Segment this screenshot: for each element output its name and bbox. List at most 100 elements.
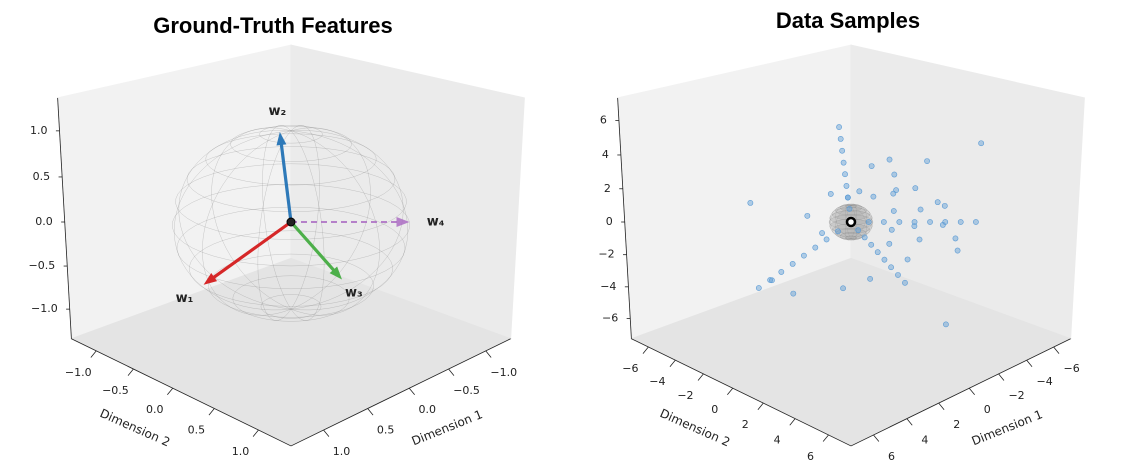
sphere-wire [189, 230, 393, 307]
sample-point [846, 205, 853, 212]
sphere-wire [232, 275, 350, 322]
sample-point [952, 235, 959, 242]
sample-point [924, 158, 930, 165]
tick-mark [127, 368, 134, 376]
sample-point [895, 272, 901, 278]
tick-label: 4 [774, 434, 781, 447]
tick-label: 0 [606, 215, 613, 228]
tick-mark [727, 387, 734, 396]
chart-title: Ground-Truth Features [153, 13, 393, 38]
sample-point [939, 222, 946, 228]
sample-point [927, 219, 933, 225]
sphere-wire [290, 130, 380, 316]
sample-point [868, 163, 875, 170]
origin [286, 217, 296, 227]
sample-point [767, 277, 774, 283]
tick-label: −2 [1008, 389, 1024, 402]
sample-point [916, 236, 923, 243]
arrow-head [276, 132, 287, 146]
sample-point [801, 252, 807, 259]
tick-mark [208, 408, 215, 416]
sample-point [886, 156, 893, 163]
sphere-wire [290, 130, 404, 310]
tick-label: 1.0 [30, 124, 48, 137]
sphere-wire [845, 235, 857, 241]
axis-label: Dimension 1 [970, 407, 1045, 448]
tick-mark [789, 418, 796, 426]
sample-point [957, 219, 964, 225]
tick-label: −4 [649, 375, 665, 388]
tick-label: −6 [622, 362, 638, 375]
sample-point [954, 247, 961, 254]
sphere-wire [850, 204, 867, 239]
sample-point [755, 285, 762, 291]
sample-point [823, 236, 830, 243]
sample-point [842, 171, 848, 178]
tick-mark [323, 429, 330, 437]
tick-label: −6 [602, 311, 618, 324]
sphere-wire [259, 125, 323, 144]
tick-label: 2 [742, 418, 749, 431]
tick-mark [822, 434, 829, 442]
sample-point [973, 219, 979, 225]
sample-point [839, 147, 846, 154]
sample-point [835, 228, 841, 235]
sample-point [874, 249, 881, 256]
axis-label: Dimension 2 [658, 406, 732, 449]
sample-point [812, 244, 819, 251]
sample-point [855, 227, 862, 234]
sphere-wire [260, 294, 322, 319]
tick-mark [669, 359, 676, 368]
sample-point [867, 275, 874, 282]
tick-mark [906, 418, 913, 426]
sphere-wire [839, 232, 863, 241]
sphere-wire [835, 204, 852, 239]
tick-label: −2 [677, 389, 693, 402]
tick-mark [873, 434, 880, 442]
sample-point [978, 140, 985, 147]
tick-mark [697, 373, 704, 381]
sample-point [769, 277, 775, 284]
sample-point [856, 188, 863, 195]
vector-label: w₁ [176, 291, 194, 306]
tick-mark [968, 387, 975, 396]
sample-point [880, 219, 887, 225]
sphere-wire [845, 203, 852, 239]
tick-mark [642, 346, 649, 354]
axis-line [850, 338, 1071, 447]
sample-point [840, 159, 847, 166]
tick-label: −1.0 [490, 366, 517, 379]
axis-line [617, 97, 632, 339]
sample-point [886, 240, 893, 247]
panel-samples: −6 −4 −2 0 2 4 6 −6 −4 −2 0 2 4 6 −6 −4 −2 0 2 4 6 Dimension … [598, 44, 1085, 463]
tick-mark [1026, 359, 1033, 368]
sample-point [890, 208, 897, 214]
sphere-wire [829, 205, 852, 239]
sphere-wire [211, 127, 292, 310]
sample-point [934, 199, 941, 206]
sphere-wire [831, 223, 871, 238]
sample-point [844, 194, 851, 201]
sample-point [836, 124, 842, 130]
sample-point [881, 256, 888, 263]
sample-point [778, 269, 785, 275]
sphere-wire [850, 205, 857, 241]
sphere-wire [845, 203, 857, 209]
feature-vector [289, 220, 338, 274]
tick-mark [448, 368, 455, 376]
origin [845, 216, 857, 228]
tick-mark [367, 408, 374, 416]
axis-line [631, 338, 852, 447]
sample-point [943, 321, 949, 328]
sample-point [819, 230, 825, 236]
arrow-head [396, 217, 410, 227]
tick-label: 1.0 [333, 445, 351, 458]
tick-label: −0.5 [453, 384, 480, 397]
sample-point [870, 193, 877, 200]
sample-point [911, 223, 918, 230]
sphere-wire [290, 130, 409, 311]
sample-point [888, 264, 894, 271]
tick-label: 6 [888, 450, 895, 463]
tick-label: 4 [921, 434, 928, 447]
tick-mark [1053, 346, 1060, 354]
